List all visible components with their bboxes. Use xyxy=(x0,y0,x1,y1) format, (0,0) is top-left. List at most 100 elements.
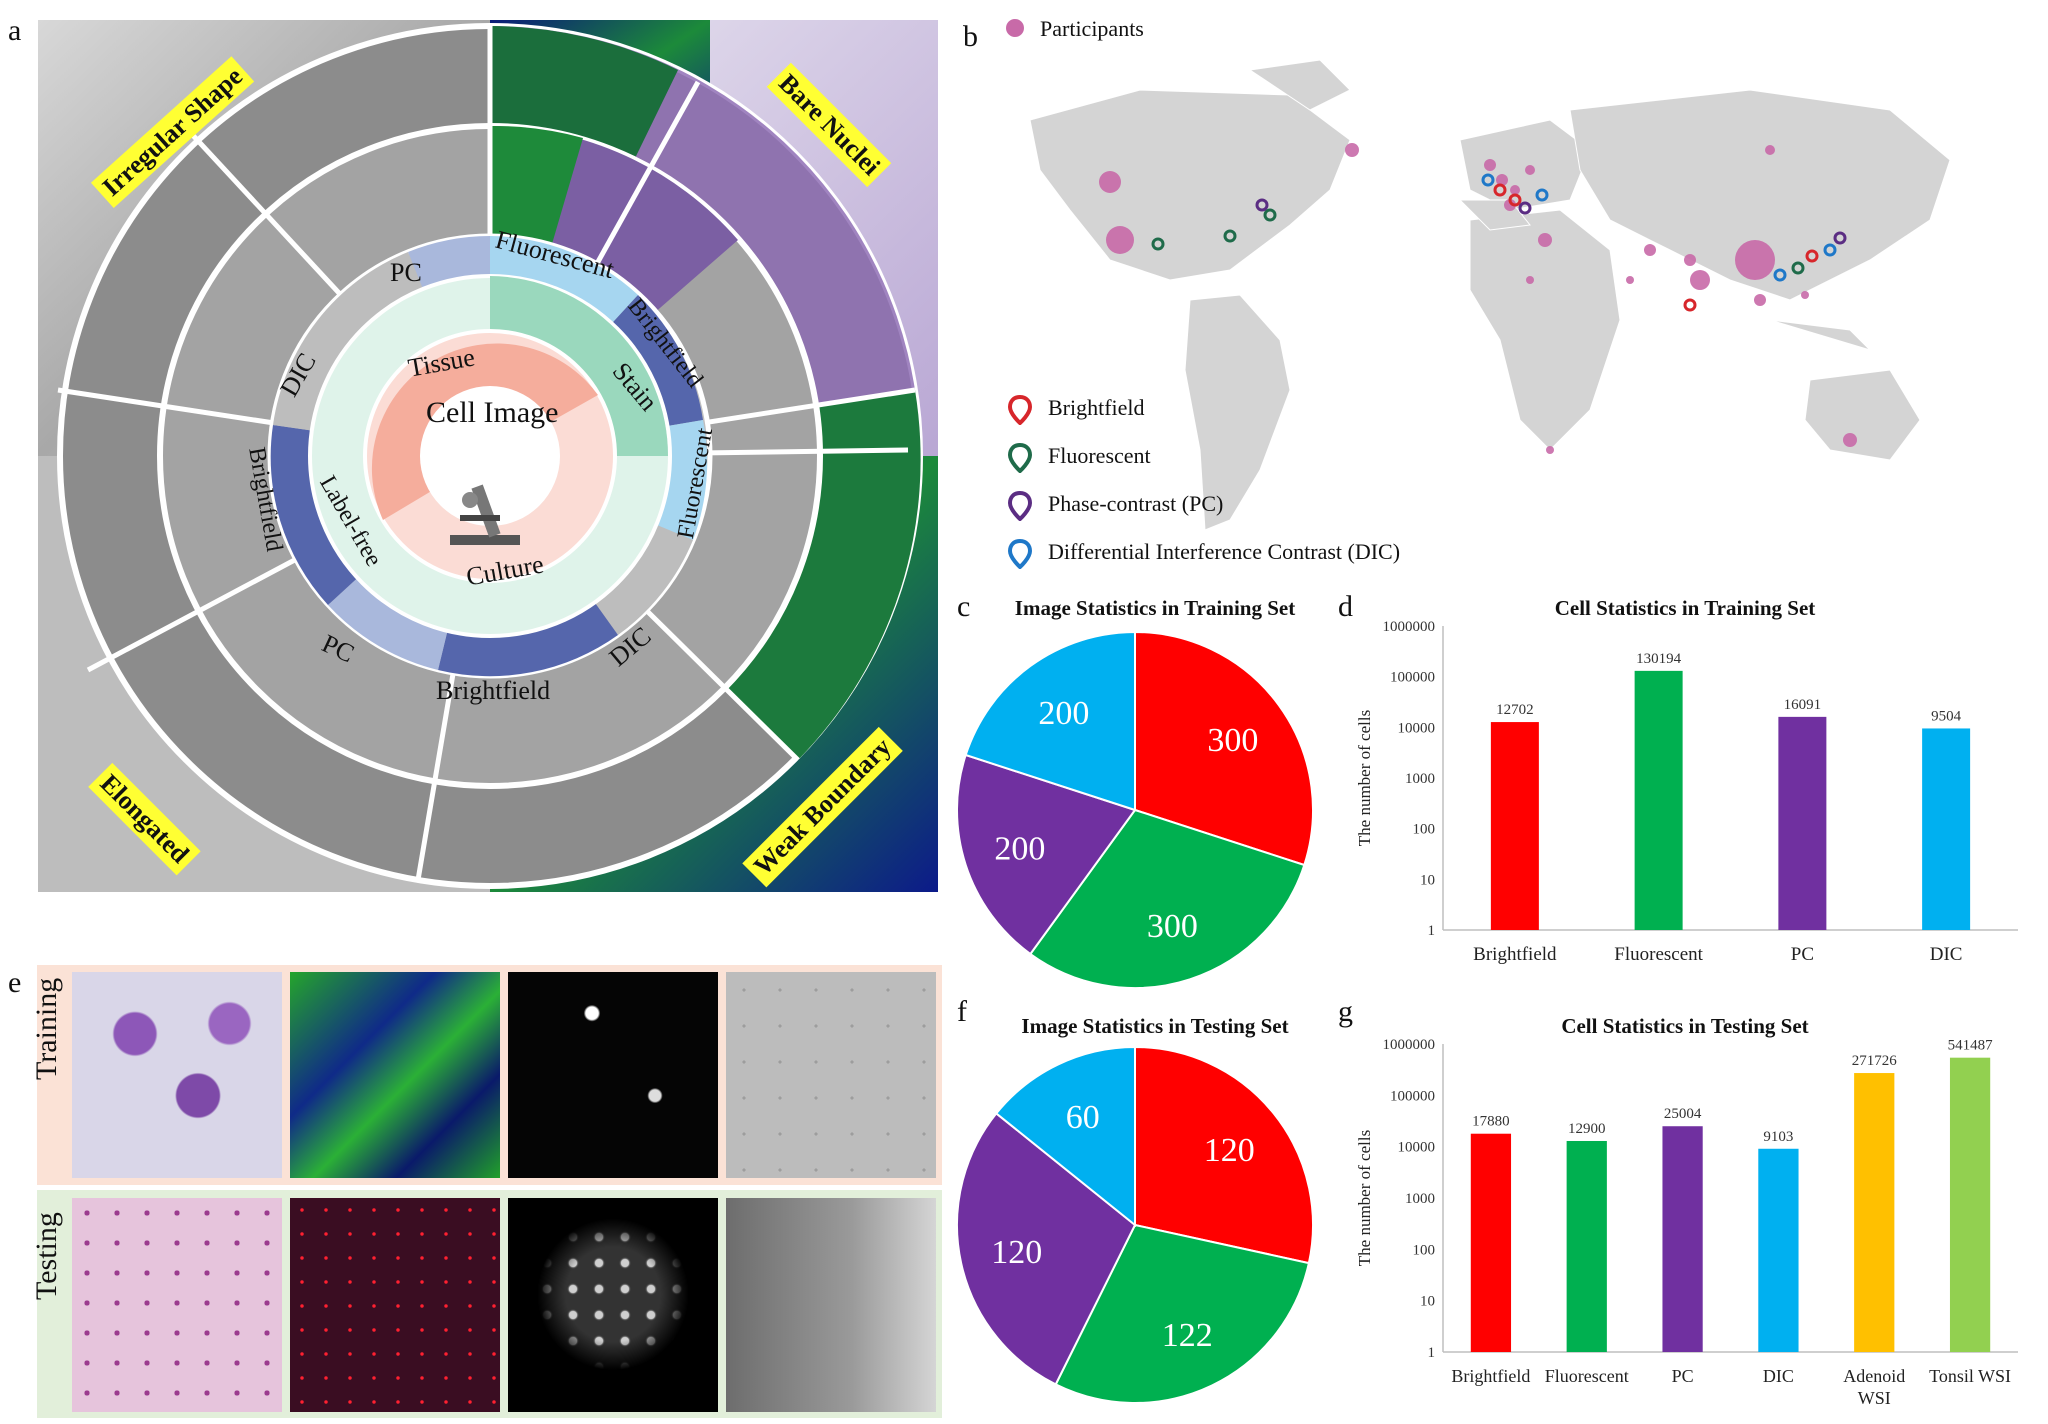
pie-chart-testing: 120 122 120 60 xyxy=(956,1045,1314,1404)
bar-value-label: 130194 xyxy=(1636,651,1682,667)
y-tick-label: 10 xyxy=(1420,872,1435,888)
legend-pc-label: Phase-contrast (PC) xyxy=(1048,491,1224,516)
chart-c-title: Image Statistics in Training Set xyxy=(1014,596,1296,620)
brightfield-pin-icon xyxy=(1007,394,1040,426)
pie-slice-dic xyxy=(994,1045,1136,1228)
bar-tonsil-wsi xyxy=(1949,1057,1991,1352)
modality-pins xyxy=(1151,173,1847,312)
panel-letter-c: c xyxy=(957,590,971,623)
bar-value-label: 271726 xyxy=(1852,1053,1898,1069)
europe xyxy=(1459,119,1591,211)
southeast-asia xyxy=(1769,319,1871,351)
y-tick-label: 1000000 xyxy=(1383,619,1436,635)
x-tick-label: DIC xyxy=(1763,1366,1794,1386)
y-tick-label: 10 xyxy=(1420,1294,1435,1310)
pie-label-pc: 120 xyxy=(991,1234,1042,1271)
y-tick-label: 100000 xyxy=(1390,1088,1435,1104)
bar-value-label: 25004 xyxy=(1664,1106,1702,1122)
x-tick-label: Fluorescent xyxy=(1614,944,1703,965)
testing-sample-fluorescent xyxy=(290,1198,500,1412)
legend-brightfield-label: Brightfield xyxy=(1048,395,1145,420)
panel-letter-d: d xyxy=(1338,590,1353,623)
asia xyxy=(1569,89,1951,301)
continents xyxy=(1029,59,1951,531)
chart-f-title: Image Statistics in Testing Set xyxy=(1021,1014,1289,1038)
panel-letter-f: f xyxy=(957,995,967,1028)
legend-fluorescent-label: Fluorescent xyxy=(1048,443,1151,468)
training-sample-dic xyxy=(726,972,936,1178)
north-america xyxy=(1029,89,1351,281)
pie-label-fluorescent: 122 xyxy=(1162,1317,1213,1354)
y-tick-label: 1 xyxy=(1428,1345,1436,1361)
world-map xyxy=(1029,59,1951,531)
x-tick-label: Tonsil WSI xyxy=(1929,1366,2011,1386)
panel-letter-a: a xyxy=(8,14,22,47)
bar-value-label: 12900 xyxy=(1568,1121,1606,1137)
bar-adenoid-wsi xyxy=(1854,1073,1895,1352)
x-tick-label: Brightfield xyxy=(1473,944,1557,965)
x-tick-label: PC xyxy=(1791,944,1814,965)
x-tick-label: PC xyxy=(1672,1366,1694,1386)
bar-chart-training: 1 10 100 1000 10000 100000 1000000 The number o… xyxy=(1355,619,2018,965)
y-tick-label: 1 xyxy=(1428,923,1436,939)
pie-slice-pc xyxy=(956,1112,1137,1386)
bar-value-label: 17880 xyxy=(1472,1114,1510,1130)
testing-sample-dic xyxy=(726,1198,936,1412)
bar-fluorescent xyxy=(1566,1140,1607,1352)
legend-dic-label: Differential Interference Contrast (DIC) xyxy=(1048,539,1401,564)
training-sample-phase-contrast xyxy=(508,972,718,1178)
ring-label-pc-top: PC xyxy=(390,258,422,287)
pie-label-brightfield: 300 xyxy=(1207,722,1258,759)
training-sample-brightfield xyxy=(72,972,282,1178)
phase-contrast-pin-icon xyxy=(1007,490,1033,526)
y-tick-label: 100 xyxy=(1413,1242,1436,1258)
pie-slice-pc xyxy=(956,753,1137,956)
pie-label-pc: 200 xyxy=(994,830,1045,867)
y-tick-label: 100000 xyxy=(1390,670,1435,686)
dic-pin-icon xyxy=(1007,538,1033,574)
africa xyxy=(1469,209,1621,451)
panel-letter-e: e xyxy=(8,966,22,999)
x-tick-label: DIC xyxy=(1930,944,1963,965)
y-tick-label: 10000 xyxy=(1398,720,1436,736)
south-america xyxy=(1184,294,1291,531)
fluorescent-pin-icon xyxy=(1007,442,1033,478)
microscope-icon xyxy=(450,484,520,545)
panel-letter-g: g xyxy=(1338,995,1353,1028)
bar-fluorescent xyxy=(1634,670,1683,930)
pie-slice-brightfield xyxy=(1134,630,1314,867)
y-axis-title: The number of cells xyxy=(1355,1130,1374,1266)
cell-image-wheel xyxy=(38,20,938,892)
y-tick-label: 1000000 xyxy=(1383,1037,1436,1053)
pie-label-dic: 60 xyxy=(1066,1099,1100,1136)
bar-brightfield xyxy=(1470,1133,1512,1352)
y-tick-label: 1000 xyxy=(1405,1191,1435,1207)
chart-d-title: Cell Statistics in Training Set xyxy=(1554,596,1816,620)
panel-letter-b: b xyxy=(963,20,978,53)
x-tick-label: Adenoid xyxy=(1843,1366,1905,1386)
participant-dots xyxy=(1099,143,1857,454)
australia xyxy=(1804,369,1921,461)
bar-brightfield xyxy=(1490,722,1539,930)
pie-label-dic: 200 xyxy=(1038,695,1089,732)
bar-value-label: 541487 xyxy=(1948,1038,1994,1054)
x-tick-label: WSI xyxy=(1858,1388,1891,1408)
core-center xyxy=(420,386,560,526)
bar-value-label: 9504 xyxy=(1931,708,1962,724)
training-sample-fluorescent xyxy=(290,972,500,1178)
y-tick-label: 100 xyxy=(1413,822,1436,838)
bar-pc xyxy=(1662,1126,1703,1352)
training-label: Training xyxy=(30,977,63,1080)
pie-chart-training: 300 300 200 200 xyxy=(956,630,1314,989)
pie-slice-brightfield xyxy=(1134,1045,1314,1265)
bar-value-label: 9103 xyxy=(1763,1129,1793,1145)
testing-sample-brightfield xyxy=(72,1198,282,1412)
participant-legend-icon xyxy=(1006,19,1024,37)
pie-label-brightfield: 120 xyxy=(1204,1132,1255,1169)
bar-value-label: 16091 xyxy=(1784,697,1822,713)
y-axis-title: The number of cells xyxy=(1355,710,1374,846)
bar-dic xyxy=(1922,728,1971,930)
y-tick-label: 1000 xyxy=(1405,771,1435,787)
bar-dic xyxy=(1758,1148,1799,1352)
chart-g-title: Cell Statistics in Testing Set xyxy=(1561,1014,1809,1038)
